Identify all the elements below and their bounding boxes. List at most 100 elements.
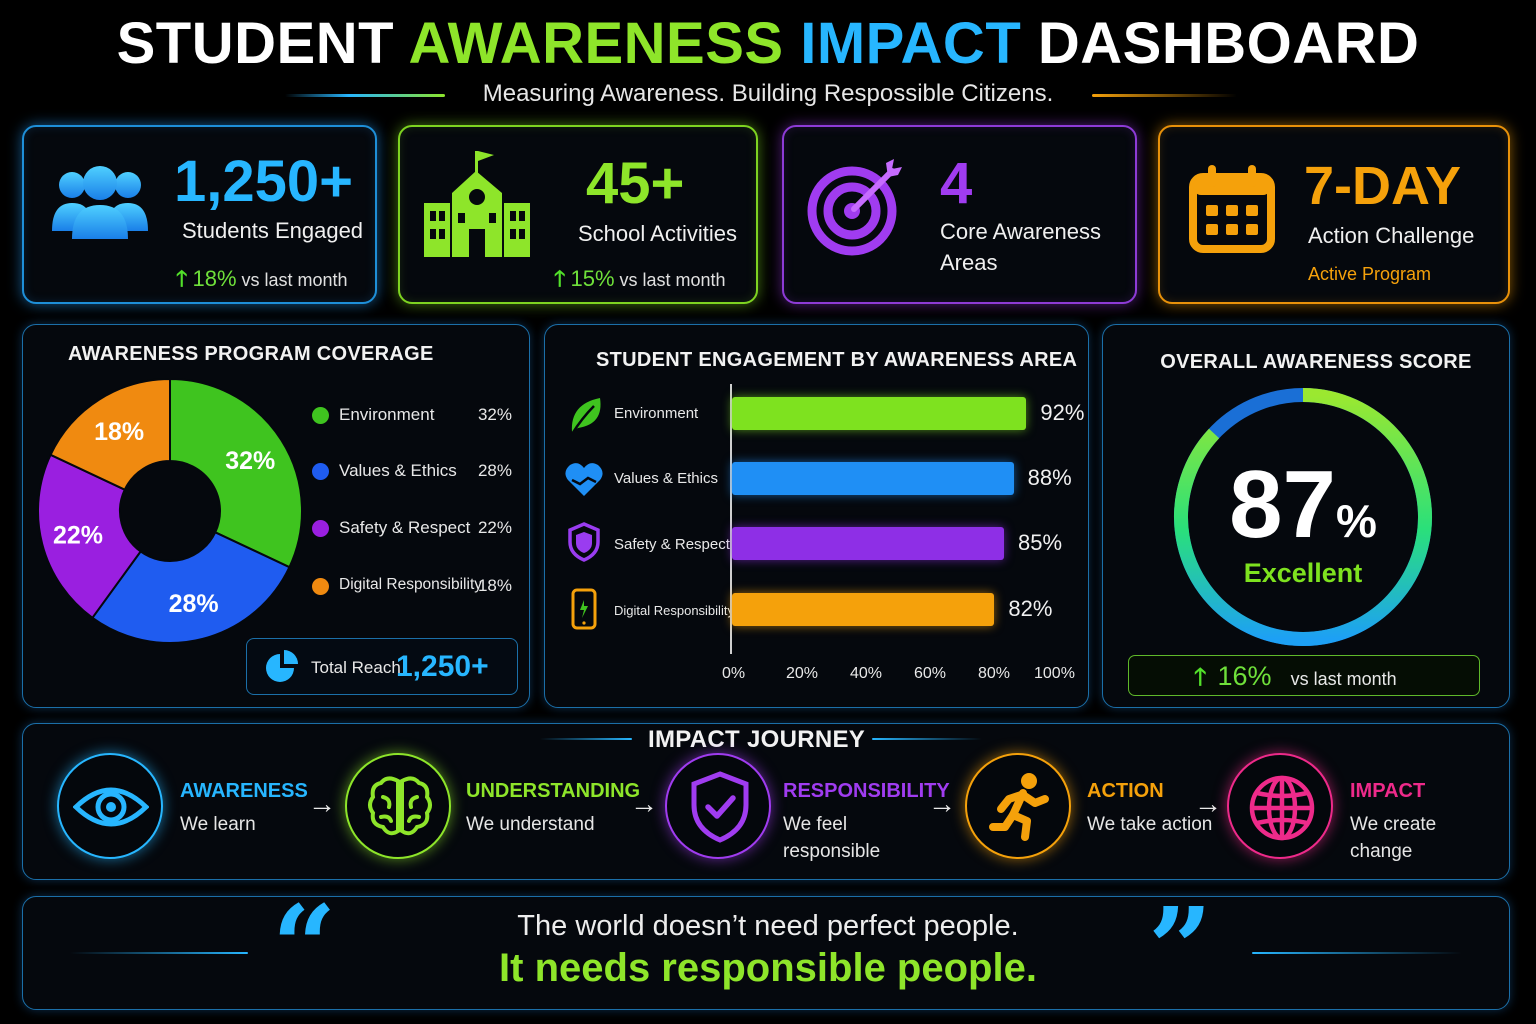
dashboard-subtitle: Measuring Awareness. Building Respossibl… — [482, 80, 1054, 107]
score-trend-box — [1128, 655, 1480, 696]
score-title: OVERALL AWARENESS SCORE — [1160, 351, 1472, 373]
quote-line-1: The world doesn’t need perfect people. — [517, 910, 1019, 942]
engagement-title: STUDENT ENGAGEMENT BY AWARENESS AREA — [596, 349, 1078, 371]
journey-step-responsibility-desc-line1: We feel — [783, 814, 848, 835]
donut-slice-values-ethics — [91, 530, 291, 644]
engagement-panel — [544, 324, 1089, 708]
activities-trend-pct: 15% — [570, 266, 615, 291]
donut-slice-digital-responsibility — [49, 377, 171, 492]
quote-divider-left — [70, 952, 248, 954]
score-rating: Excellent — [1243, 558, 1363, 588]
close-quote-icon: ” — [1148, 884, 1213, 1015]
subtitle-divider-right — [1092, 94, 1237, 97]
subtitle-divider-left — [285, 94, 445, 97]
legend-value: 28% — [477, 461, 512, 480]
users-icon — [52, 166, 148, 239]
journey-step-impact-desc-line2: change — [1350, 841, 1413, 862]
total-reach-label: Total Reach — [311, 658, 401, 677]
legend-label: Digital Responsibility — [339, 576, 483, 593]
x-tick-label: 0% — [722, 665, 746, 682]
score-ring-progress — [1174, 388, 1432, 646]
bar-safety-respect — [732, 527, 1004, 560]
bar-label-values-ethics: Values & Ethics — [614, 470, 718, 487]
title-part-impact: IMPACT — [800, 11, 1038, 76]
journey-step-understanding-desc: We understand — [466, 814, 595, 835]
legend-label: Values & Ethics — [339, 461, 457, 480]
students-engaged-label: Students Engaged — [182, 218, 364, 243]
total-reach-value: 1,250+ — [396, 650, 489, 683]
x-tick-label: 40% — [850, 665, 883, 682]
legend-dot — [312, 578, 329, 595]
title-part-student: STUDENT — [116, 11, 409, 76]
core-areas-label-line2: Areas — [940, 250, 998, 275]
x-tick-label: 100% — [1034, 665, 1075, 682]
quote-divider-right — [1252, 952, 1462, 954]
heart-hands-icon — [565, 463, 603, 496]
journey-step-action-circle — [965, 753, 1071, 859]
coverage-title: AWARENESS PROGRAM COVERAGE — [68, 343, 434, 365]
score-unit: % — [1335, 495, 1377, 547]
legend-dot — [312, 520, 329, 537]
calendar-icon — [1189, 165, 1275, 253]
activities-trend: 🡑 15% vs last month — [554, 262, 726, 300]
x-tick-label: 20% — [786, 665, 819, 682]
journey-step-impact-desc-line1: We create — [1350, 814, 1437, 835]
journey-step-awareness-circle — [57, 753, 163, 859]
journey-step-awareness-desc: We learn — [180, 814, 256, 835]
score-trend: 🡑 16% vs last month — [1194, 660, 1397, 701]
journey-step-impact-title: IMPACT — [1350, 780, 1426, 802]
score-trend-pct: 16% — [1217, 661, 1272, 691]
journey-step-responsibility-circle — [665, 753, 771, 859]
legend-label: Environment — [339, 405, 435, 424]
running-person-icon — [989, 773, 1049, 841]
journey-step-responsibility-desc: We feel responsible — [783, 811, 880, 865]
arrow-right-icon: → — [1194, 788, 1222, 819]
trend-up-arrow-icon: 🡑 — [554, 266, 566, 291]
students-trend-text: vs last month — [241, 270, 348, 290]
core-areas-value: 4 — [940, 151, 973, 216]
journey-step-responsibility-title: RESPONSIBILITY — [783, 780, 950, 802]
y-axis-line — [730, 384, 732, 654]
activities-trend-text: vs last month — [619, 270, 726, 290]
bar-value-values-ethics: 88% — [1027, 465, 1072, 490]
trend-up-arrow-icon: 🡑 — [176, 266, 188, 291]
bar-label-safety-respect: Safety & Respect — [614, 536, 730, 553]
arrow-right-icon: → — [928, 788, 956, 819]
target-icon — [807, 159, 902, 256]
arrow-right-icon: → — [308, 788, 336, 819]
donut-label-environment: 32% — [225, 447, 275, 475]
legend-value: 22% — [477, 518, 512, 537]
pie-chart-icon — [266, 650, 298, 682]
donut-label-safety-respect: 22% — [53, 522, 103, 550]
challenge-status: Active Program — [1308, 264, 1432, 284]
score-value-group: 87% — [1168, 455, 1438, 555]
bar-digital-responsibility — [732, 593, 995, 626]
students-trend-pct: 18% — [192, 266, 237, 291]
legend-dot — [312, 407, 329, 424]
title-part-dashboard: DASHBOARD — [1037, 11, 1420, 76]
legend-dot — [312, 463, 329, 480]
bar-value-digital-responsibility: 82% — [1008, 596, 1053, 621]
donut-slice-safety-respect — [37, 453, 143, 620]
score-trend-text: vs last month — [1290, 669, 1397, 689]
journey-step-action-desc: We take action — [1087, 814, 1213, 835]
journey-step-action-title: ACTION — [1087, 780, 1164, 802]
activities-label: School Activities — [578, 221, 737, 246]
stat-card-challenge[interactable]: 7-DAY Action Challenge Active Program — [1158, 125, 1510, 304]
trend-up-arrow-icon: 🡑 — [1194, 664, 1207, 691]
challenge-label: Action Challenge — [1308, 223, 1475, 248]
donut-label-digital-responsibility: 18% — [94, 418, 144, 446]
core-areas-label-line1: Core Awareness — [940, 219, 1102, 244]
legend-value: 18% — [477, 576, 512, 595]
leaf-icon — [570, 398, 601, 435]
journey-step-impact-desc: We create change — [1350, 811, 1436, 865]
donut-slice-environment — [169, 377, 303, 569]
stat-card-students[interactable]: 1,250+ Students Engaged 🡑 18% vs last mo… — [22, 125, 377, 304]
arrow-right-icon: → — [630, 788, 658, 819]
legend-item-environment: Environment 32% — [312, 404, 512, 428]
x-tick-label: 80% — [978, 665, 1011, 682]
stat-card-activities[interactable]: 45+ School Activities 🡑 15% vs last mont… — [398, 125, 758, 304]
donut-label-values-ethics: 28% — [169, 590, 219, 618]
stat-card-core-areas[interactable]: 4 Core Awareness Areas — [782, 125, 1137, 304]
bar-value-environment: 92% — [1040, 400, 1085, 425]
